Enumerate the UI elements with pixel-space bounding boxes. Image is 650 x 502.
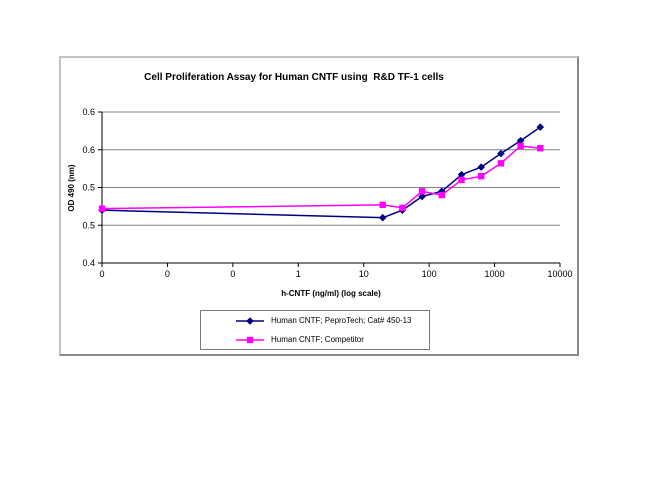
y-axis-title: OD 490 (nm) bbox=[67, 164, 76, 211]
legend-label: Human CNTF; PeproTech; Cat# 450-13 bbox=[271, 316, 412, 325]
data-point-marker bbox=[378, 213, 387, 222]
legend-entry: Human CNTF; PeproTech; Cat# 450-13 bbox=[201, 311, 429, 330]
x-tick-label: 10000 bbox=[547, 269, 572, 279]
y-tick-label: 0.4 bbox=[82, 258, 95, 268]
x-tick-label: 0 bbox=[230, 269, 235, 279]
data-point-marker bbox=[418, 192, 426, 201]
series-line-1 bbox=[101, 145, 541, 210]
data-point-marker bbox=[246, 336, 254, 343]
x-tick-label: 0 bbox=[165, 269, 170, 279]
data-point-marker bbox=[517, 142, 524, 150]
legend-label: Human CNTF; Competitor bbox=[271, 335, 364, 344]
legend-swatch-peprotech bbox=[236, 316, 264, 325]
data-point-marker bbox=[379, 201, 386, 209]
data-point-marker bbox=[246, 316, 254, 325]
data-point-marker bbox=[399, 204, 406, 212]
y-tick-label: 0.6 bbox=[82, 107, 95, 117]
y-tick-label: 0.6 bbox=[82, 145, 95, 155]
plot-area: OD 490 (nm) h-CNTF (ng/ml) (log scale) 0… bbox=[67, 107, 573, 298]
data-point-marker bbox=[98, 205, 106, 212]
x-tick-label: 10 bbox=[359, 269, 369, 279]
x-tick-label: 1000 bbox=[485, 269, 505, 279]
series-line-0 bbox=[101, 126, 541, 219]
data-point-marker bbox=[478, 172, 485, 180]
chart-title: Cell Proliferation Assay for Human CNTF … bbox=[144, 72, 444, 83]
data-point-marker bbox=[458, 176, 465, 184]
y-tick-label: 0.5 bbox=[82, 220, 95, 230]
x-tick-label: 1 bbox=[296, 269, 301, 279]
x-tick-label: 100 bbox=[422, 269, 437, 279]
data-point-marker bbox=[497, 160, 505, 167]
data-point-marker bbox=[537, 145, 544, 152]
legend-entry: Human CNTF; Competitor bbox=[201, 330, 429, 349]
data-point-marker bbox=[497, 149, 505, 158]
data-point-marker bbox=[516, 136, 525, 145]
y-tick-label: 0.5 bbox=[82, 183, 95, 193]
data-point-marker bbox=[438, 191, 445, 199]
data-point-marker bbox=[418, 188, 426, 195]
legend-swatch-competitor bbox=[236, 336, 264, 343]
legend: Human CNTF; PeproTech; Cat# 450-13 Human… bbox=[200, 310, 430, 350]
data-point-marker bbox=[437, 187, 446, 196]
x-axis-title: h-CNTF (ng/ml) (log scale) bbox=[281, 289, 381, 298]
chart-frame: Cell Proliferation Assay for Human CNTF … bbox=[59, 56, 579, 356]
data-point-marker bbox=[536, 123, 545, 131]
x-tick-label: 0 bbox=[99, 269, 104, 279]
